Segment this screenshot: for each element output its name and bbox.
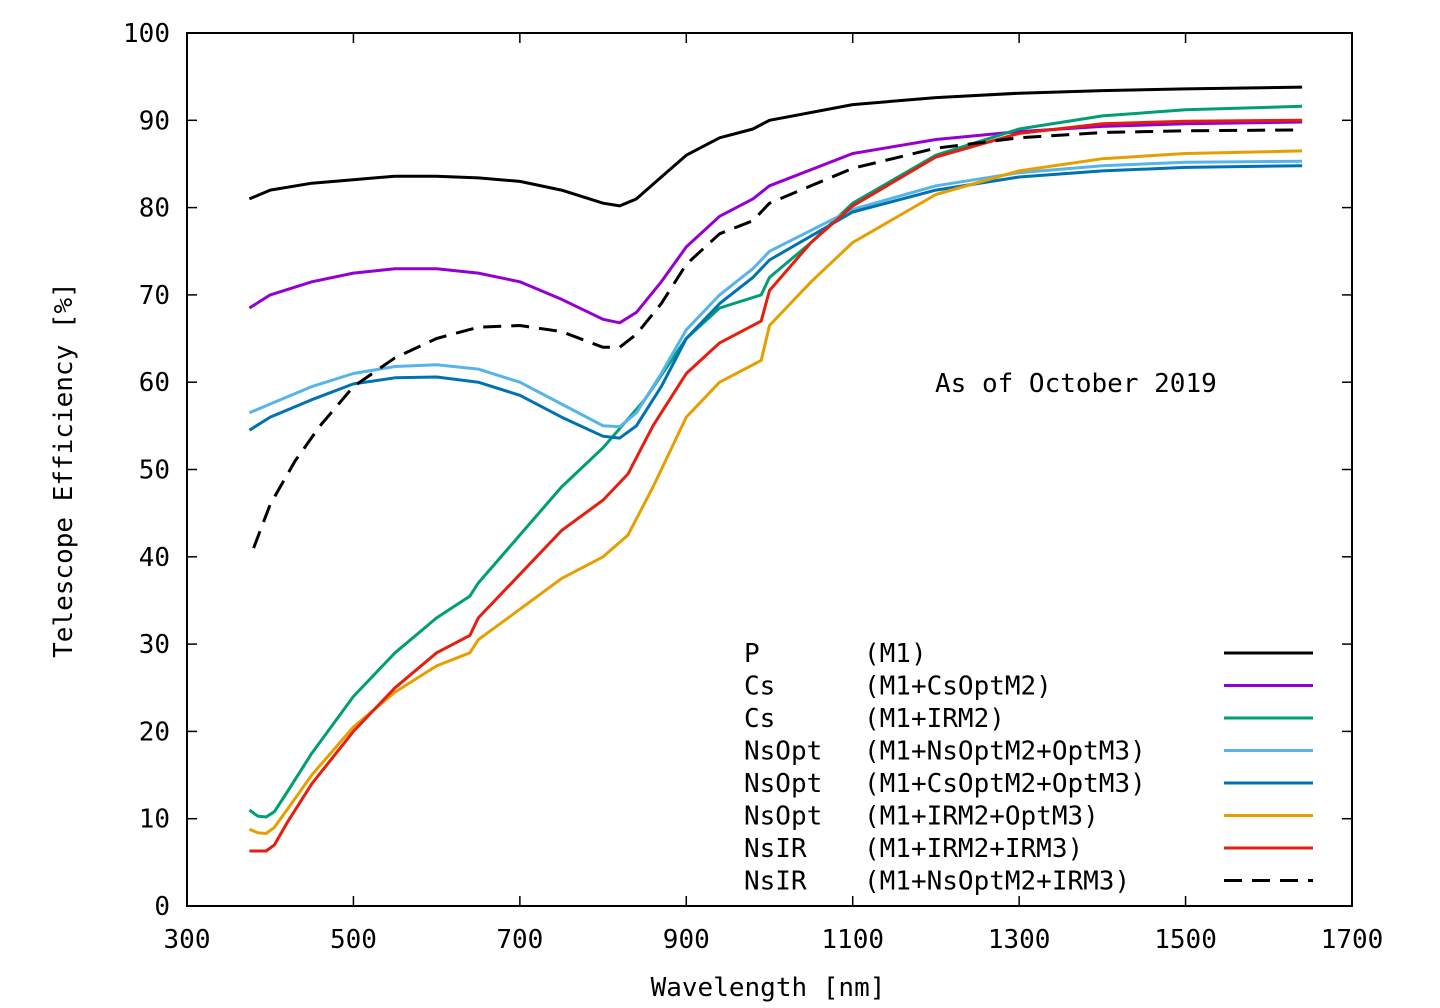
x-tick-label: 1700 <box>1321 925 1384 955</box>
series-line-6 <box>248 149 1303 835</box>
y-tick-label: 10 <box>139 805 170 835</box>
legend-name-4: NsOpt <box>744 737 822 767</box>
x-tick-label: 1300 <box>988 925 1051 955</box>
y-tick-label: 50 <box>139 456 170 486</box>
y-tick-label: 70 <box>139 281 170 311</box>
legend-config-6: (M1+IRM2+OptM3) <box>864 802 1099 832</box>
legend-name-8: NsIR <box>744 867 807 897</box>
series-line-1 <box>248 85 1303 208</box>
legend-name-7: NsIR <box>744 834 807 864</box>
series-lines <box>248 85 1303 853</box>
legend-name-3: Cs <box>744 704 775 734</box>
y-tick-label: 40 <box>139 543 170 573</box>
series-line-7 <box>249 118 1303 853</box>
legend-config-2: (M1+CsOptM2) <box>864 672 1052 702</box>
y-tick-label: 80 <box>139 194 170 224</box>
x-tick-label: 900 <box>663 925 710 955</box>
x-tick-label: 1500 <box>1154 925 1217 955</box>
y-axis-label: Telescope Efficiency [%] <box>49 282 79 658</box>
x-tick-label: 500 <box>330 925 377 955</box>
series-line-8 <box>252 128 1303 549</box>
x-axis-label: Wavelength [nm] <box>651 973 886 1003</box>
series-line-2 <box>248 120 1303 325</box>
legend-config-3: (M1+IRM2) <box>864 704 1005 734</box>
tick-labels: 300 500 700 900 1100 1300 1500 1700 0 10 20 30 40 50 6… <box>123 19 1383 955</box>
y-tick-label: 60 <box>139 368 170 398</box>
y-tick-label: 100 <box>123 19 170 49</box>
legend: P (M1) Cs (M1+CsOptM2) Cs (M1+IRM2) NsOpt (M1+N… <box>744 639 1313 897</box>
x-tick-label: 700 <box>496 925 543 955</box>
legend-name-6: NsOpt <box>744 802 822 832</box>
legend-name-5: NsOpt <box>744 769 822 799</box>
x-tick-label: 1100 <box>821 925 884 955</box>
series-line-3 <box>248 104 1303 819</box>
plot-frame <box>186 32 1353 907</box>
legend-config-1: (M1) <box>864 639 927 669</box>
legend-config-5: (M1+CsOptM2+OptM3) <box>864 769 1146 799</box>
y-tick-label: 0 <box>154 892 170 922</box>
legend-name-1: P <box>744 639 760 669</box>
legend-name-2: Cs <box>744 672 775 702</box>
y-tick-label: 90 <box>139 106 170 136</box>
legend-config-8: (M1+NsOptM2+IRM3) <box>864 867 1130 897</box>
y-tick-label: 20 <box>139 717 170 747</box>
legend-config-7: (M1+IRM2+IRM3) <box>864 834 1083 864</box>
x-tick-label: 300 <box>164 925 211 955</box>
annotation: As of October 2019 <box>935 369 1217 399</box>
legend-config-4: (M1+NsOptM2+OptM3) <box>864 737 1146 767</box>
y-tick-label: 30 <box>139 630 170 660</box>
